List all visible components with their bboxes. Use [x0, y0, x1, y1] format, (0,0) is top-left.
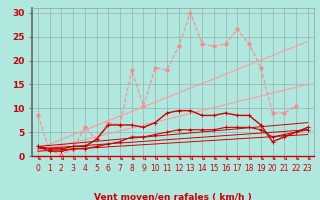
Text: Vent moyen/en rafales ( km/h ): Vent moyen/en rafales ( km/h )	[94, 193, 252, 200]
